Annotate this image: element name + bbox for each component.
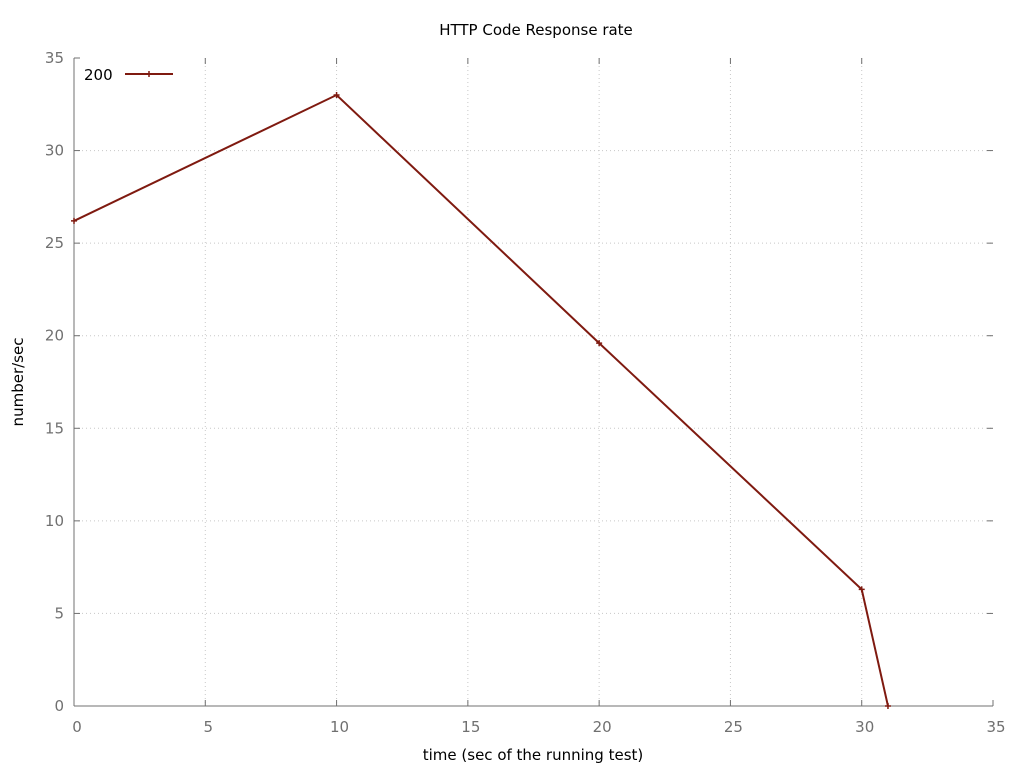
- x-ticks: 0 5 10 15 20 25 30 35: [72, 58, 1006, 736]
- y-tick-label: 0: [54, 697, 64, 715]
- y-tick-label: 20: [45, 327, 64, 345]
- data-point: [884, 703, 891, 709]
- y-tick-label: 35: [45, 49, 64, 67]
- y-tick-label: 15: [45, 419, 64, 437]
- y-tick-label: 5: [54, 604, 64, 622]
- x-tick-label: 25: [724, 718, 743, 736]
- series-line: [73, 93, 889, 707]
- series-layer: [71, 92, 891, 709]
- axes: [73, 58, 993, 707]
- legend-marker: [146, 71, 152, 77]
- y-tick-label: 25: [45, 234, 64, 252]
- y-tick-label: 30: [45, 142, 64, 160]
- legend: 200: [84, 66, 173, 84]
- x-tick-label: 30: [855, 718, 874, 736]
- x-tick-label: 20: [593, 718, 612, 736]
- data-point: [333, 92, 340, 99]
- legend-label: 200: [84, 66, 113, 84]
- x-tick-label: 15: [461, 718, 480, 736]
- x-tick-label: 10: [330, 718, 349, 736]
- x-tick-label: 35: [986, 718, 1005, 736]
- data-point: [596, 340, 603, 347]
- y-tick-label: 10: [45, 512, 64, 530]
- grid: [74, 58, 993, 706]
- x-tick-label: 5: [204, 718, 214, 736]
- chart-title: HTTP Code Response rate: [439, 21, 633, 39]
- data-point: [71, 217, 77, 224]
- data-point: [858, 586, 865, 593]
- x-axis-label: time (sec of the running test): [423, 746, 644, 764]
- x-tick-label: 0: [72, 718, 82, 736]
- y-axis-label: number/sec: [9, 338, 27, 427]
- y-ticks: 0 5 10 15 20 25 30 35: [45, 49, 993, 715]
